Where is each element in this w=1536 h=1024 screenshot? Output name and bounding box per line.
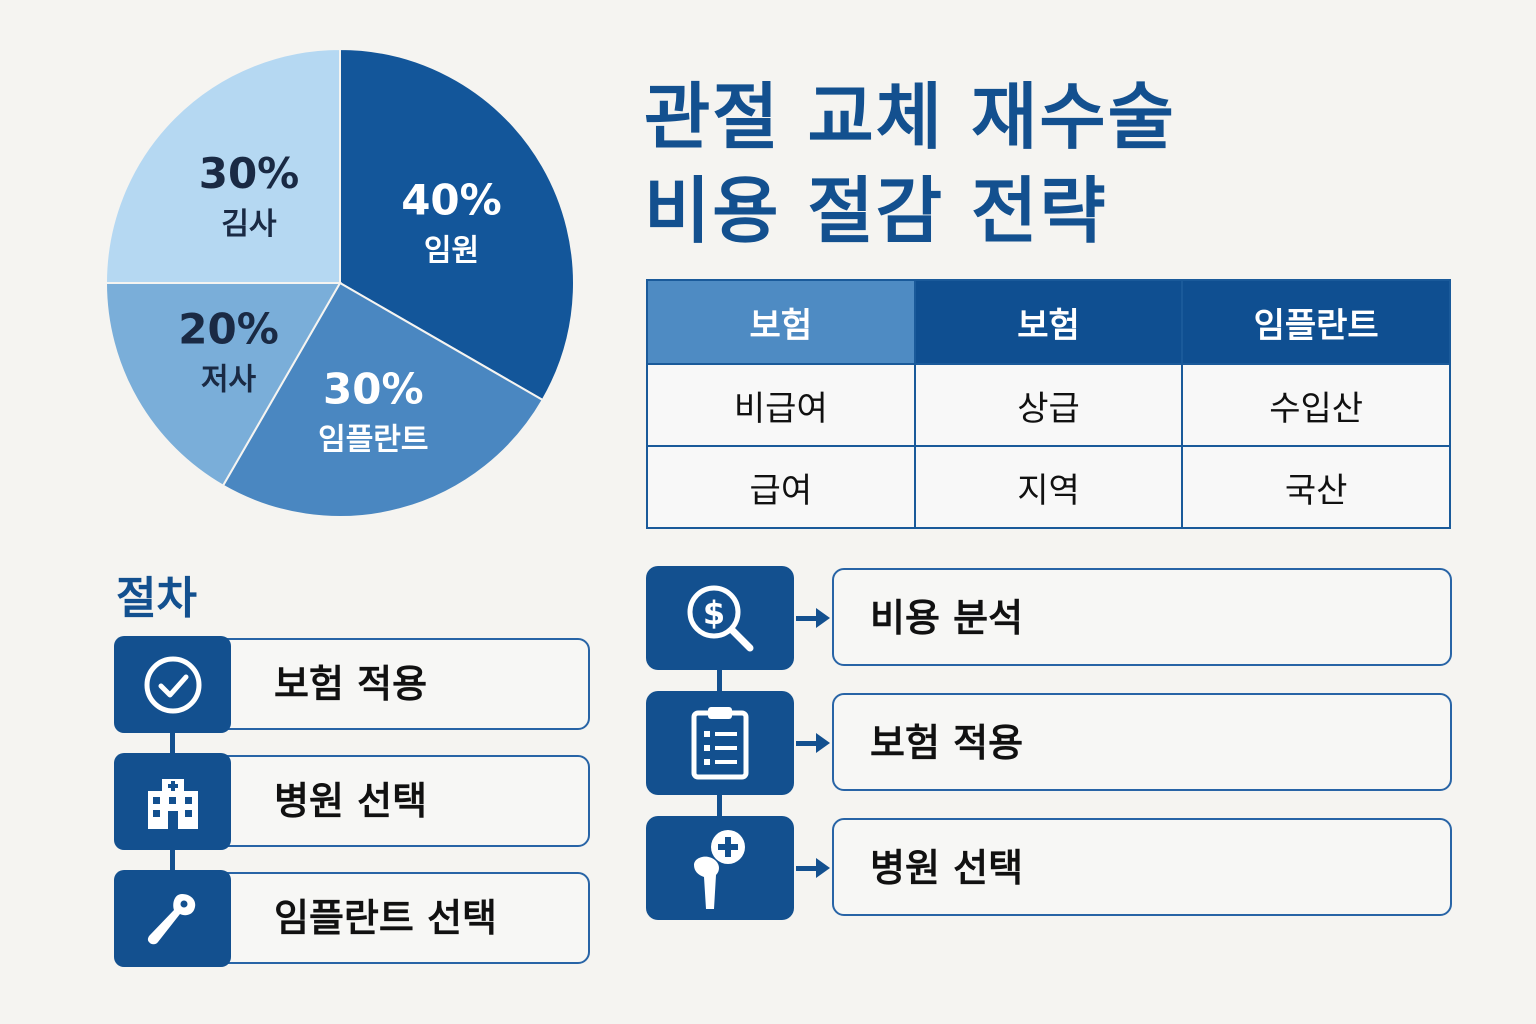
step-connector: [170, 848, 175, 872]
pie-slice-label: 김사: [221, 207, 277, 242]
step-icon-box: [114, 636, 231, 733]
pie-slice-percent: 20%: [178, 304, 279, 353]
step-card: [832, 568, 1452, 666]
arrow-right-icon: [796, 733, 830, 753]
table-header: 보험: [913, 279, 1184, 365]
implant-icon: [147, 893, 195, 944]
svg-text:$: $: [703, 594, 725, 632]
step-label: 병원 선택: [870, 846, 1024, 890]
pie-slice-label: 임플란트: [318, 422, 428, 457]
table-cell: 상급: [913, 363, 1184, 447]
arrow-right-icon: [796, 608, 830, 628]
table-header: 보험: [646, 279, 916, 365]
pie-slice-percent: 30%: [199, 149, 300, 198]
page-title: 관절 교체 재수술 비용 절감 전략: [644, 70, 1176, 258]
step-label: 보험 적용: [870, 721, 1024, 765]
step-label: 임플란트 선택: [274, 896, 497, 940]
pie-slice: [221, 281, 545, 518]
step-connector: [717, 668, 722, 692]
step-icon-box: $: [646, 566, 794, 670]
title-line-1: 관절 교체 재수술: [644, 75, 1176, 159]
step-icon-box: [114, 870, 231, 967]
pie-slice-percent: 40%: [401, 176, 502, 225]
table-cell: 국산: [1181, 445, 1451, 529]
pie-slice: [104, 47, 341, 284]
pie-slice: [339, 47, 575, 402]
pie-slice-label: 저사: [201, 362, 257, 397]
step-card: [174, 638, 590, 730]
hospital-icon: [147, 778, 198, 829]
step-icon-box: [646, 691, 794, 795]
table-header: 임플란트: [1181, 279, 1451, 365]
table-cell: 수입산: [1181, 363, 1451, 447]
step-card: [832, 818, 1452, 916]
step-connector: [170, 731, 175, 755]
step-icon-box: [114, 753, 231, 850]
table-row: 급여 지역 국산: [646, 445, 1451, 529]
step-label: 비용 분석: [870, 596, 1024, 640]
clipboard-icon: [691, 707, 749, 780]
pie-slice-percent: 30%: [323, 364, 424, 413]
arrow-right-icon: [796, 858, 830, 878]
pie-slice-label: 임원: [424, 234, 479, 269]
table-cell: 급여: [646, 445, 916, 529]
step-card: [832, 693, 1452, 791]
step-card: [174, 755, 590, 847]
check-circle-icon: [144, 656, 201, 713]
table-cell: 지역: [913, 445, 1184, 529]
step-card: [174, 872, 590, 964]
table-row: 비급여 상급 수입산: [646, 363, 1451, 447]
step-label: 보험 적용: [274, 662, 428, 706]
dollar-search-icon: $: [687, 585, 754, 652]
step-connector: [717, 793, 722, 817]
cost-pie-chart: 40% 임원 30% 임플란트 20% 저사 30% 김사: [104, 47, 575, 518]
hip-implant-icon: [694, 830, 745, 909]
procedure-heading: 절차: [116, 573, 197, 624]
title-line-2: 비용 절감 전략: [644, 169, 1108, 253]
step-icon-box: [646, 816, 794, 920]
table-cell: 비급여: [646, 363, 916, 447]
table-header-row: 보험 보험 임플란트: [646, 279, 1451, 365]
cost-comparison-table: 보험 보험 임플란트 비급여 상급 수입산 급여 지역 국산: [646, 279, 1451, 529]
pie-slice: [104, 282, 342, 488]
step-label: 병원 선택: [274, 779, 428, 823]
